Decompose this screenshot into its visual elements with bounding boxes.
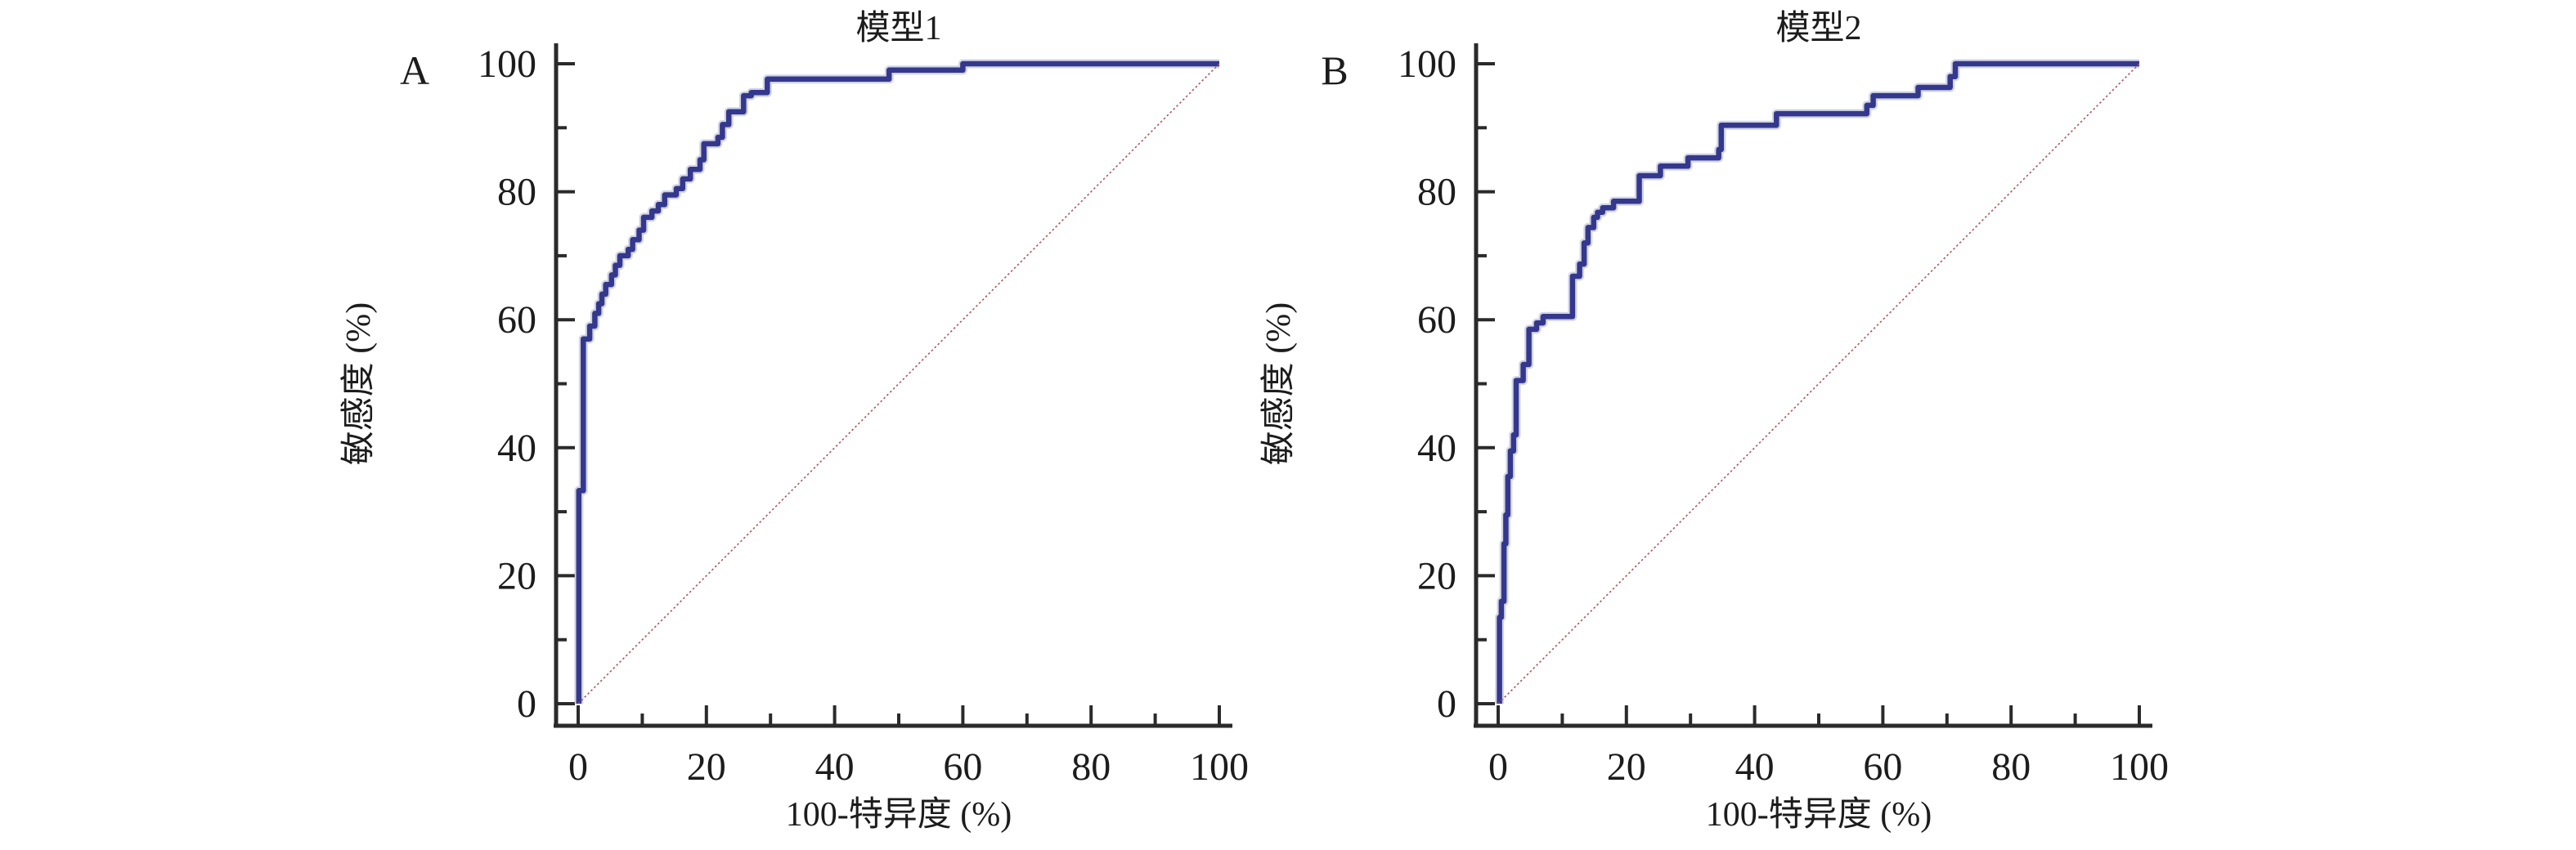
x-tick-label: 100 — [2110, 745, 2169, 789]
x-axis-title: 100-特异度 (%) — [786, 796, 1012, 834]
roc-curve — [576, 60, 1219, 704]
panel-letter: B — [1321, 47, 1348, 93]
y-tick-label: 60 — [497, 298, 536, 342]
panel-letter: A — [400, 47, 429, 93]
x-tick-label: 20 — [687, 745, 726, 789]
x-tick-label: 60 — [1863, 745, 1902, 789]
x-tick-label: 100 — [1190, 745, 1249, 789]
y-axis-title: 敏感度 (%) — [340, 302, 378, 465]
x-tick-label: 80 — [1991, 745, 2031, 789]
chance-diagonal-line — [1497, 63, 2140, 705]
x-tick-label: 40 — [815, 745, 855, 789]
x-tick-label: 60 — [943, 745, 982, 789]
x-axis-title: 100-特异度 (%) — [1706, 796, 1932, 834]
y-tick-label: 40 — [1417, 427, 1456, 470]
panel-title: 模型2 — [1775, 10, 1861, 47]
roc-curve — [1497, 60, 2139, 704]
y-tick-label: 0 — [517, 682, 536, 726]
x-tick-label: 0 — [1488, 745, 1508, 789]
y-tick-label: 100 — [478, 42, 536, 86]
y-tick-label: 40 — [497, 427, 536, 470]
x-tick-label: 40 — [1735, 745, 1775, 789]
y-tick-label: 80 — [1417, 171, 1456, 214]
y-tick-label: 0 — [1437, 682, 1456, 726]
chance-diagonal-line — [577, 63, 1220, 705]
x-tick-label: 20 — [1607, 745, 1646, 789]
roc-panel-a: 0 20 40 60 80 100 0 20 40 60 80 100 模型1 A 100-特异度 (%) 敏… — [340, 10, 1249, 834]
roc-panel-b: 0 20 40 60 80 100 0 20 40 60 80 100 模型2 B 100-特异度 (%) 敏… — [1260, 10, 2169, 834]
y-tick-label: 20 — [1417, 554, 1456, 597]
panel-title: 模型1 — [855, 10, 941, 47]
y-tick-label: 80 — [497, 171, 536, 214]
y-tick-label: 100 — [1398, 42, 1456, 86]
y-tick-label: 20 — [497, 554, 536, 597]
y-axis-title: 敏感度 (%) — [1260, 302, 1298, 465]
x-tick-label: 80 — [1071, 745, 1111, 789]
y-tick-label: 60 — [1417, 298, 1456, 342]
x-tick-label: 0 — [568, 745, 588, 789]
